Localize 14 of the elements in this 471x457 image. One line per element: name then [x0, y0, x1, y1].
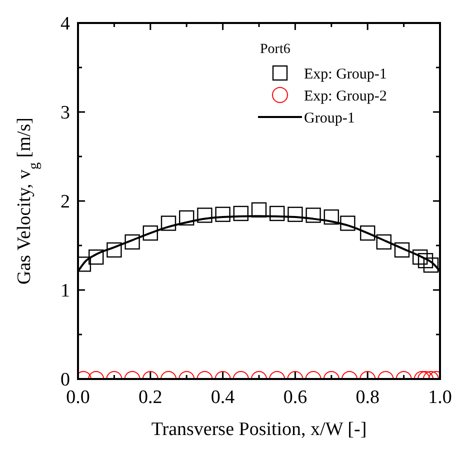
x-axis-title: Transverse Position, x/W [-]	[151, 419, 367, 440]
y-tick-label: 4	[60, 14, 70, 35]
y-tick-label: 2	[60, 192, 70, 213]
legend-label: Group-1	[304, 110, 355, 126]
legend-title: Port6	[260, 42, 290, 57]
x-tick-label: 0.4	[210, 387, 236, 408]
x-tick-label: 0.8	[356, 387, 380, 408]
legend-label: Exp: Group-1	[304, 66, 387, 82]
legend-label: Exp: Group-2	[304, 88, 387, 104]
y-tick-label: 1	[60, 280, 70, 302]
x-tick-label: 0.2	[138, 387, 162, 408]
x-tick-label: 1.0	[428, 387, 452, 408]
x-tick-label: 0.6	[283, 387, 308, 408]
y-tick-label: 3	[60, 102, 70, 124]
